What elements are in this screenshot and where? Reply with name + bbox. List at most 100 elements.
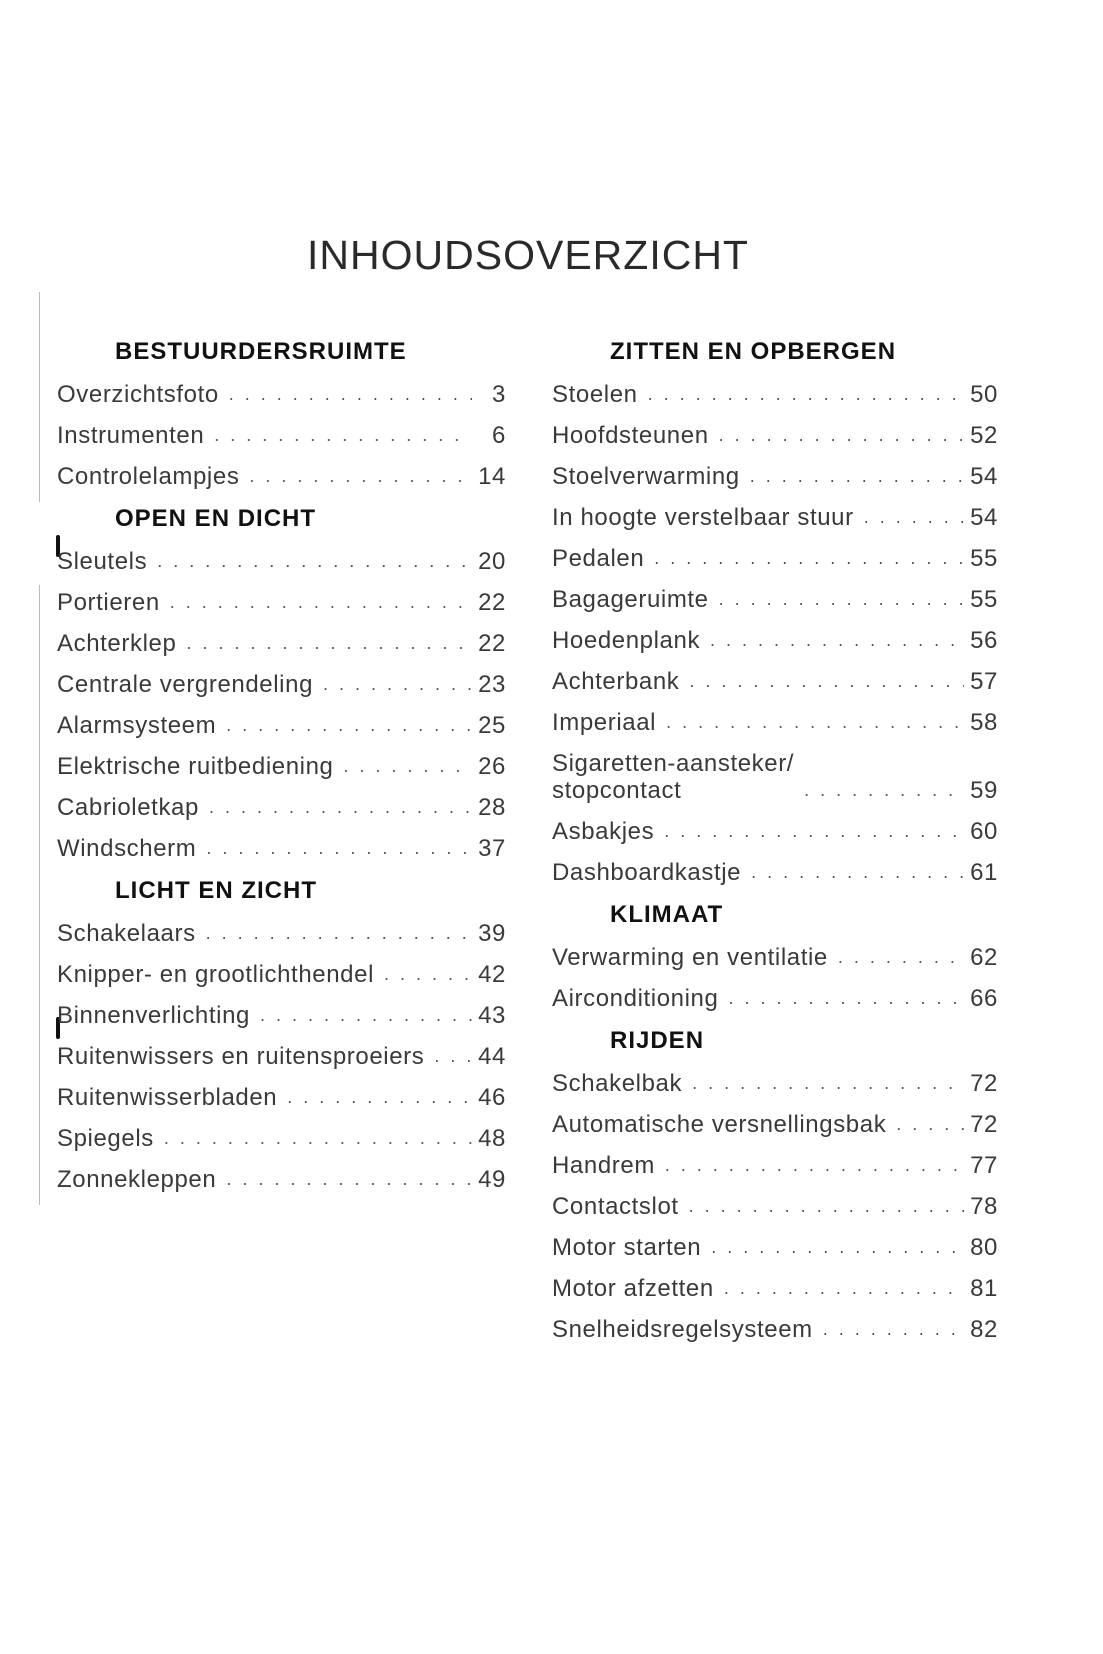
toc-entry-label: Instrumenten <box>57 422 205 449</box>
dot-leader <box>689 1193 964 1227</box>
toc-entry-page: 82 <box>970 1316 998 1343</box>
toc-entry[interactable]: Windscherm 37 <box>57 828 506 869</box>
toc-entry[interactable]: Asbakjes 60 <box>552 811 998 852</box>
toc-entry-page: 23 <box>478 671 506 698</box>
toc-entry-page: 48 <box>478 1125 506 1152</box>
dot-leader <box>384 961 472 995</box>
toc-entry[interactable]: Instrumenten 6 <box>57 415 506 456</box>
toc-entry[interactable]: Motor afzetten 81 <box>552 1268 998 1309</box>
toc-entry[interactable]: Overzichtsfoto 3 <box>57 374 506 415</box>
dot-leader <box>750 463 964 497</box>
toc-entry[interactable]: Portieren 22 <box>57 582 506 623</box>
dot-leader <box>229 381 472 415</box>
toc-entry[interactable]: Cabrioletkap 28 <box>57 787 506 828</box>
toc-entry[interactable]: Zonnekleppen 49 <box>57 1159 506 1200</box>
toc-entry-page: 44 <box>478 1043 506 1070</box>
dot-leader <box>666 709 964 743</box>
toc-entry[interactable]: Spiegels 48 <box>57 1118 506 1159</box>
toc-entry[interactable]: Knipper- en grootlichthendel 42 <box>57 954 506 995</box>
toc-column-right: ZITTEN EN OPBERGEN Stoelen 50 Hoofdsteunen 5… <box>552 330 998 1350</box>
dot-leader <box>896 1111 964 1145</box>
toc-entry[interactable]: Controlelampjes 14 <box>57 456 506 497</box>
toc-entry[interactable]: Binnenverlichting 43 <box>57 995 506 1036</box>
toc-entry-label: Sleutels <box>57 548 148 575</box>
toc-entry[interactable]: Pedalen 55 <box>552 538 998 579</box>
toc-entry[interactable]: Handrem 77 <box>552 1145 998 1186</box>
toc-entry-page: 80 <box>970 1234 998 1261</box>
toc-entry[interactable]: Motor starten 80 <box>552 1227 998 1268</box>
toc-entry[interactable]: Schakelbak 72 <box>552 1063 998 1104</box>
toc-entry-label: Spiegels <box>57 1125 154 1152</box>
toc-entry-label: Schakelaars <box>57 920 196 947</box>
toc-entry-label: Verwarming en ventilatie <box>552 944 828 971</box>
toc-entry-page: 55 <box>970 586 998 613</box>
toc-entry-page: 54 <box>970 463 998 490</box>
toc-entry[interactable]: Snelheidsregelsysteem 82 <box>552 1309 998 1350</box>
toc-entry[interactable]: Achterklep 22 <box>57 623 506 664</box>
toc-entry-label: Automatische versnellingsbak <box>552 1111 887 1138</box>
toc-entry[interactable]: Automatische versnellingsbak 72 <box>552 1104 998 1145</box>
dot-leader <box>728 985 964 1019</box>
toc-entry-page: 57 <box>970 668 998 695</box>
toc-entry[interactable]: Centrale vergrendeling 23 <box>57 664 506 705</box>
dot-leader <box>186 630 472 664</box>
toc-entry[interactable]: Stoelen 50 <box>552 374 998 415</box>
toc-entry-label: Snelheidsregelsysteem <box>552 1316 813 1343</box>
toc-entry-page: 56 <box>970 627 998 654</box>
section-heading: RIJDEN <box>610 1027 705 1054</box>
toc-entry-page: 61 <box>970 859 998 886</box>
dot-leader <box>226 1166 472 1200</box>
toc-entry-page: 28 <box>478 794 506 821</box>
toc-entry[interactable]: Schakelaars 39 <box>57 913 506 954</box>
toc-entry-label: Zonnekleppen <box>57 1166 217 1193</box>
dot-leader <box>664 818 964 852</box>
scan-margin-line <box>39 292 40 502</box>
toc-entry[interactable]: Alarmsysteem 25 <box>57 705 506 746</box>
toc-entry[interactable]: Sigaretten-aansteker/ stopcontact 59 <box>552 743 998 811</box>
toc-entry-label: Stoelverwarming <box>552 463 740 490</box>
toc-entry[interactable]: Ruitenwisserbladen 46 <box>57 1077 506 1118</box>
toc-entry-label: Achterbank <box>552 668 680 695</box>
toc-entry[interactable]: Sleutels 20 <box>57 541 506 582</box>
toc-entry[interactable]: Contactslot 78 <box>552 1186 998 1227</box>
toc-entry[interactable]: Verwarming en ventilatie 62 <box>552 937 998 978</box>
toc-entry-label: Handrem <box>552 1152 655 1179</box>
toc-entry[interactable]: Achterbank 57 <box>552 661 998 702</box>
toc-entry[interactable]: Hoedenplank 56 <box>552 620 998 661</box>
toc-entry-label: Motor afzetten <box>552 1275 714 1302</box>
toc-column-left: BESTUURDERSRUIMTE Overzichtsfoto 3 Instrume… <box>57 330 506 1200</box>
toc-entry[interactable]: Airconditioning 66 <box>552 978 998 1019</box>
toc-entry[interactable]: In hoogte verstelbaar stuur 54 <box>552 497 998 538</box>
toc-entry-page: 37 <box>478 835 506 862</box>
toc-entry-label: Achterklep <box>57 630 177 657</box>
toc-entry[interactable]: Elektrische ruitbediening 26 <box>57 746 506 787</box>
toc-entry[interactable]: Imperiaal 58 <box>552 702 998 743</box>
scan-mark <box>56 535 60 557</box>
section-heading: OPEN EN DICHT <box>115 505 317 532</box>
toc-entry-label: Centrale vergrendeling <box>57 671 314 698</box>
toc-entry-label: Pedalen <box>552 545 645 572</box>
dot-leader <box>206 920 472 954</box>
toc-entry-label: Windscherm <box>57 835 197 862</box>
section-heading: BESTUURDERSRUIMTE <box>115 338 407 365</box>
toc-entry[interactable]: Ruitenwissers en ruitensproeiers 44 <box>57 1036 506 1077</box>
dot-leader <box>654 545 964 579</box>
dot-leader <box>157 548 472 582</box>
toc-entry[interactable]: Bagageruimte 55 <box>552 579 998 620</box>
toc-entry[interactable]: Dashboardkastje 61 <box>552 852 998 893</box>
toc-entry[interactable]: Stoelverwarming 54 <box>552 456 998 497</box>
toc-entry-page: 55 <box>970 545 998 572</box>
toc-entry-label: Dashboardkastje <box>552 859 742 886</box>
toc-entry-page: 59 <box>970 777 998 804</box>
toc-entry-page: 42 <box>478 961 506 988</box>
dot-leader <box>692 1070 964 1104</box>
toc-entry[interactable]: Hoofdsteunen 52 <box>552 415 998 456</box>
toc-entry-page: 46 <box>478 1084 506 1111</box>
dot-leader <box>711 1234 964 1268</box>
toc-entry-label: Stoelen <box>552 381 638 408</box>
toc-entry-label: Controlelampjes <box>57 463 240 490</box>
toc-entry-label: Portieren <box>57 589 160 616</box>
toc-entry-label: Bagageruimte <box>552 586 709 613</box>
toc-entry-label: Alarmsysteem <box>57 712 217 739</box>
dot-leader <box>214 422 472 456</box>
